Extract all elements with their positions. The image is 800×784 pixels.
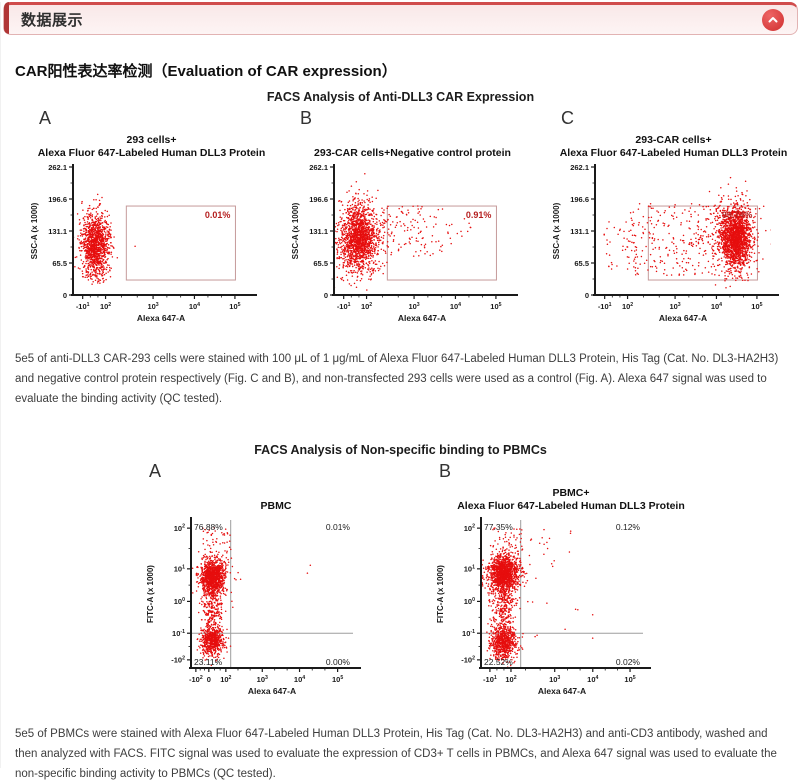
svg-text:-101: -101 — [76, 302, 90, 311]
svg-text:103: 103 — [408, 302, 419, 311]
svg-text:Alexa 647-A: Alexa 647-A — [137, 313, 185, 323]
svg-text:105: 105 — [490, 302, 501, 311]
page-title: CAR阳性表达率检测（Evaluation of CAR expression） — [15, 60, 786, 81]
panel-label: B — [439, 459, 711, 483]
figure1-plot-row: A 293 cells+ Alexa Fluor 647-Labeled Hum… — [1, 106, 800, 335]
facs-plot-293-control: A 293 cells+ Alexa Fluor 647-Labeled Hum… — [25, 106, 278, 335]
svg-text:0.91%: 0.91% — [466, 210, 492, 220]
svg-text:65.5: 65.5 — [52, 259, 67, 268]
collapse-button[interactable] — [762, 9, 784, 31]
scatter-plot: 262.1 196.6 131.1 65.5 0 -101 102 103 104 105 Alex… — [25, 162, 278, 335]
svg-text:131.1: 131.1 — [309, 227, 328, 236]
svg-text:0.01%: 0.01% — [205, 210, 231, 220]
svg-text:262.1: 262.1 — [309, 163, 328, 172]
facs-plot-car-negative-control: B 293-CAR cells+Negative control protein… — [286, 106, 539, 335]
svg-text:-101: -101 — [337, 302, 351, 311]
figure2-caption: 5e5 of PBMCs were stained with Alexa Flu… — [15, 724, 786, 784]
figure2-title: FACS Analysis of Non-specific binding to… — [1, 443, 800, 457]
scatter-plot: 262.1 196.6 131.1 65.5 0 -101 102 103 104 105 Alex… — [286, 162, 539, 335]
svg-text:0: 0 — [324, 291, 328, 300]
svg-text:65.5: 65.5 — [313, 259, 328, 268]
svg-text:262.1: 262.1 — [48, 163, 67, 172]
facs-plot-car-dll3: C 293-CAR cells+ Alexa Fluor 647-Labeled… — [547, 106, 800, 335]
plot-title: 293-CAR cells+ Alexa Fluor 647-Labeled H… — [547, 132, 800, 160]
svg-text:196.6: 196.6 — [309, 195, 328, 204]
svg-text:SSC-A (x 1000): SSC-A (x 1000) — [30, 202, 39, 259]
panel-label: B — [300, 106, 539, 130]
figure1-title: FACS Analysis of Anti-DLL3 CAR Expressio… — [1, 90, 800, 104]
svg-text:131.1: 131.1 — [48, 227, 67, 236]
svg-text:0: 0 — [63, 291, 67, 300]
panel-label: A — [39, 106, 278, 130]
header-title: 数据展示 — [21, 9, 83, 30]
facs-plot-pbmc-dll3: B PBMC+ Alexa Fluor 647-Labeled Human DL… — [431, 459, 711, 710]
chevron-up-icon — [767, 14, 779, 26]
svg-text:104: 104 — [450, 302, 461, 311]
svg-text:104: 104 — [189, 302, 200, 311]
svg-text:102: 102 — [100, 302, 111, 311]
header-accent-bar — [4, 2, 9, 34]
svg-text:103: 103 — [147, 302, 158, 311]
svg-text:SSC-A (x 1000): SSC-A (x 1000) — [291, 202, 300, 259]
plot-title: PBMC — [141, 485, 411, 513]
svg-text:Alexa 647-A: Alexa 647-A — [398, 313, 446, 323]
figure1-caption: 5e5 of anti-DLL3 CAR-293 cells were stai… — [15, 349, 786, 409]
plot-title: PBMC+ Alexa Fluor 647-Labeled Human DLL3… — [431, 485, 711, 513]
section-header[interactable]: 数据展示 — [3, 2, 798, 35]
svg-text:105: 105 — [229, 302, 240, 311]
svg-text:102: 102 — [361, 302, 372, 311]
plot-title: 293 cells+ Alexa Fluor 647-Labeled Human… — [25, 132, 278, 160]
svg-text:196.6: 196.6 — [48, 195, 67, 204]
panel-label: A — [149, 459, 411, 483]
plot-title: 293-CAR cells+Negative control protein — [286, 132, 539, 160]
panel-label: C — [561, 106, 800, 130]
